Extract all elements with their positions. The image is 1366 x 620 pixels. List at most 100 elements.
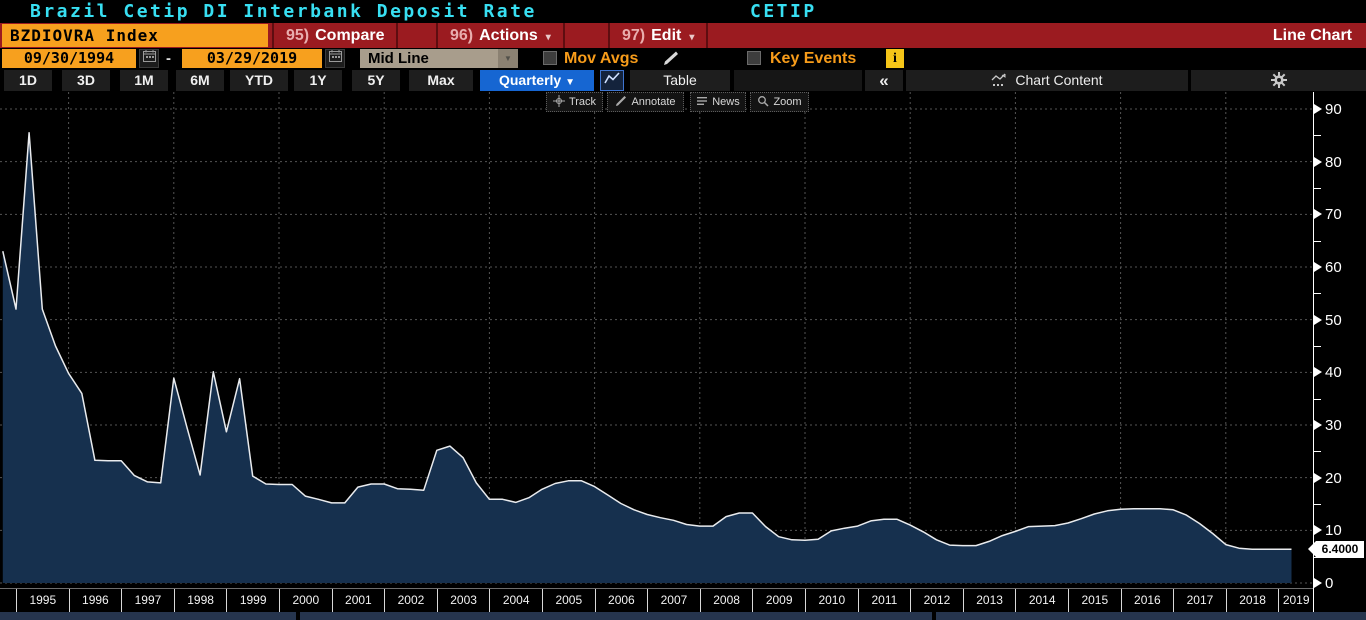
chevron-down-icon: ▼ bbox=[565, 77, 576, 88]
y-tick-arrow-icon bbox=[1314, 103, 1322, 114]
compare-shortcut: 95) bbox=[286, 27, 310, 44]
area-fill bbox=[2, 132, 1292, 583]
bottom-scroll-segment[interactable] bbox=[936, 612, 1366, 620]
y-tick-label: 10 bbox=[1325, 522, 1342, 540]
x-year-label: 2007 bbox=[647, 589, 700, 612]
crosshair-icon bbox=[552, 95, 565, 107]
annotate-button[interactable]: Annotate bbox=[607, 92, 684, 112]
y-tick-arrow-icon bbox=[1314, 314, 1322, 325]
chart-content-button[interactable]: Chart Content bbox=[906, 70, 1188, 91]
chevron-down-icon: ▾ bbox=[689, 32, 695, 43]
y-tick-label: 20 bbox=[1325, 469, 1342, 487]
tab-1d[interactable]: 1D bbox=[4, 70, 52, 91]
gear-icon bbox=[1270, 72, 1287, 88]
x-year-label: 2016 bbox=[1120, 589, 1174, 612]
compare-button[interactable]: 95) Compare bbox=[272, 23, 399, 48]
tab-1m[interactable]: 1M bbox=[120, 70, 168, 91]
x-year-label: 1997 bbox=[121, 589, 174, 612]
edit-button[interactable]: 97) Edit ▾ bbox=[608, 23, 709, 48]
x-year-label: 2018 bbox=[1225, 589, 1279, 612]
edit-shortcut: 97) bbox=[622, 27, 646, 44]
news-button[interactable]: News bbox=[690, 92, 746, 112]
tab-1y[interactable]: 1Y bbox=[294, 70, 342, 91]
y-tick-minor bbox=[1314, 240, 1321, 242]
x-year-label: 2015 bbox=[1068, 589, 1121, 612]
tab-ytd[interactable]: YTD bbox=[230, 70, 288, 91]
chevron-down-icon: ▾ bbox=[545, 32, 551, 43]
mov-avgs-label[interactable]: Mov Avgs bbox=[564, 50, 639, 67]
info-icon[interactable]: i bbox=[886, 49, 904, 68]
x-year-label: 2002 bbox=[384, 589, 437, 612]
tag-notch bbox=[1308, 540, 1316, 557]
end-date-input[interactable]: 03/29/2019 bbox=[182, 49, 322, 68]
ticker-box[interactable]: BZDIOVRA Index bbox=[2, 24, 268, 47]
controls-row: 09/30/1994 - 03/29/2019 Mid Line ▼ Mov A… bbox=[0, 48, 1366, 69]
key-events-label[interactable]: Key Events bbox=[770, 50, 857, 67]
spacer-panel bbox=[734, 70, 862, 91]
news-icon bbox=[697, 97, 708, 105]
x-year-label: 2001 bbox=[331, 589, 385, 612]
chevron-down-icon[interactable]: ▼ bbox=[498, 49, 518, 68]
bottom-scroll-segment[interactable] bbox=[300, 612, 932, 620]
calendar-icon[interactable] bbox=[139, 49, 159, 68]
tab-5y[interactable]: 5Y bbox=[352, 70, 400, 91]
x-year-label: 1995 bbox=[16, 589, 69, 612]
x-year-label: 1999 bbox=[226, 589, 279, 612]
pencil-icon bbox=[616, 96, 627, 106]
x-year-label: 2017 bbox=[1173, 589, 1226, 612]
key-events-checkbox[interactable] bbox=[747, 51, 761, 65]
start-date-input[interactable]: 09/30/1994 bbox=[2, 49, 136, 68]
settings-button[interactable] bbox=[1191, 70, 1366, 91]
field-selector[interactable]: Mid Line bbox=[360, 49, 498, 68]
x-year-label: 2000 bbox=[279, 589, 332, 612]
x-year-label: 2005 bbox=[542, 589, 595, 612]
calendar-icon[interactable] bbox=[325, 49, 345, 68]
track-button[interactable]: Track bbox=[546, 92, 603, 112]
x-year-label: 2004 bbox=[489, 589, 542, 612]
x-year-label: 2011 bbox=[857, 589, 911, 612]
y-tick-label: 60 bbox=[1325, 258, 1342, 276]
y-tick-arrow-icon bbox=[1314, 419, 1322, 430]
y-tick-arrow-icon bbox=[1314, 578, 1322, 588]
security-bar: BZDIOVRA Index 95) Compare 96) Actions ▾ 97… bbox=[0, 23, 1366, 48]
last-value-tag: 6.4000 bbox=[1308, 540, 1366, 558]
y-tick-label: 70 bbox=[1325, 206, 1342, 224]
tab-max[interactable]: Max bbox=[409, 70, 473, 91]
y-tick-minor bbox=[1314, 187, 1321, 189]
last-value-text: 6.4000 bbox=[1316, 540, 1364, 558]
price-chart[interactable] bbox=[0, 92, 1313, 588]
frequency-dropdown[interactable]: Quarterly ▼ bbox=[480, 70, 594, 91]
x-year-label: 2019 bbox=[1278, 589, 1313, 612]
x-year-label: 2008 bbox=[699, 589, 753, 612]
line-chart-icon[interactable] bbox=[600, 70, 624, 91]
tab-6m[interactable]: 6M bbox=[176, 70, 224, 91]
zoom-button[interactable]: Zoom bbox=[750, 92, 809, 112]
y-tick-label: 40 bbox=[1325, 364, 1342, 382]
x-year-label: 2003 bbox=[436, 589, 490, 612]
x-axis: 1995 1996 1997 1998 1999 2000 2001 2002 2003 2004… bbox=[0, 588, 1313, 613]
y-tick-label: 80 bbox=[1325, 153, 1342, 171]
table-button[interactable]: Table bbox=[630, 70, 730, 91]
actions-button[interactable]: 96) Actions ▾ bbox=[436, 23, 565, 48]
y-tick-arrow-icon bbox=[1314, 209, 1322, 220]
y-axis: 0 10 20 30 40 50 60 70 80 90 6.4000 bbox=[1308, 92, 1366, 612]
mov-avgs-checkbox[interactable] bbox=[543, 51, 557, 65]
x-year-label: 2010 bbox=[805, 589, 858, 612]
x-year-label: 2012 bbox=[910, 589, 963, 612]
y-tick-label: 30 bbox=[1325, 416, 1342, 434]
x-year-label: 2009 bbox=[752, 589, 805, 612]
pencil-icon[interactable] bbox=[662, 51, 680, 71]
y-tick-minor bbox=[1314, 451, 1321, 453]
collapse-button[interactable]: « bbox=[865, 70, 903, 91]
magnifier-icon bbox=[758, 96, 769, 107]
y-tick-label: 90 bbox=[1325, 100, 1342, 118]
bottom-scroll-segment[interactable] bbox=[0, 612, 296, 620]
y-tick-minor bbox=[1314, 503, 1321, 505]
tab-3d[interactable]: 3D bbox=[62, 70, 110, 91]
mini-chart-icon bbox=[991, 73, 1006, 86]
y-tick-label: 0 bbox=[1325, 575, 1334, 592]
period-bar: 1D 3D 1M 6M YTD 1Y 5Y Max Quarterly ▼ Table « C… bbox=[0, 69, 1366, 92]
y-tick-arrow-icon bbox=[1314, 367, 1322, 378]
y-tick-label: 50 bbox=[1325, 311, 1342, 329]
y-tick-minor bbox=[1314, 345, 1321, 347]
